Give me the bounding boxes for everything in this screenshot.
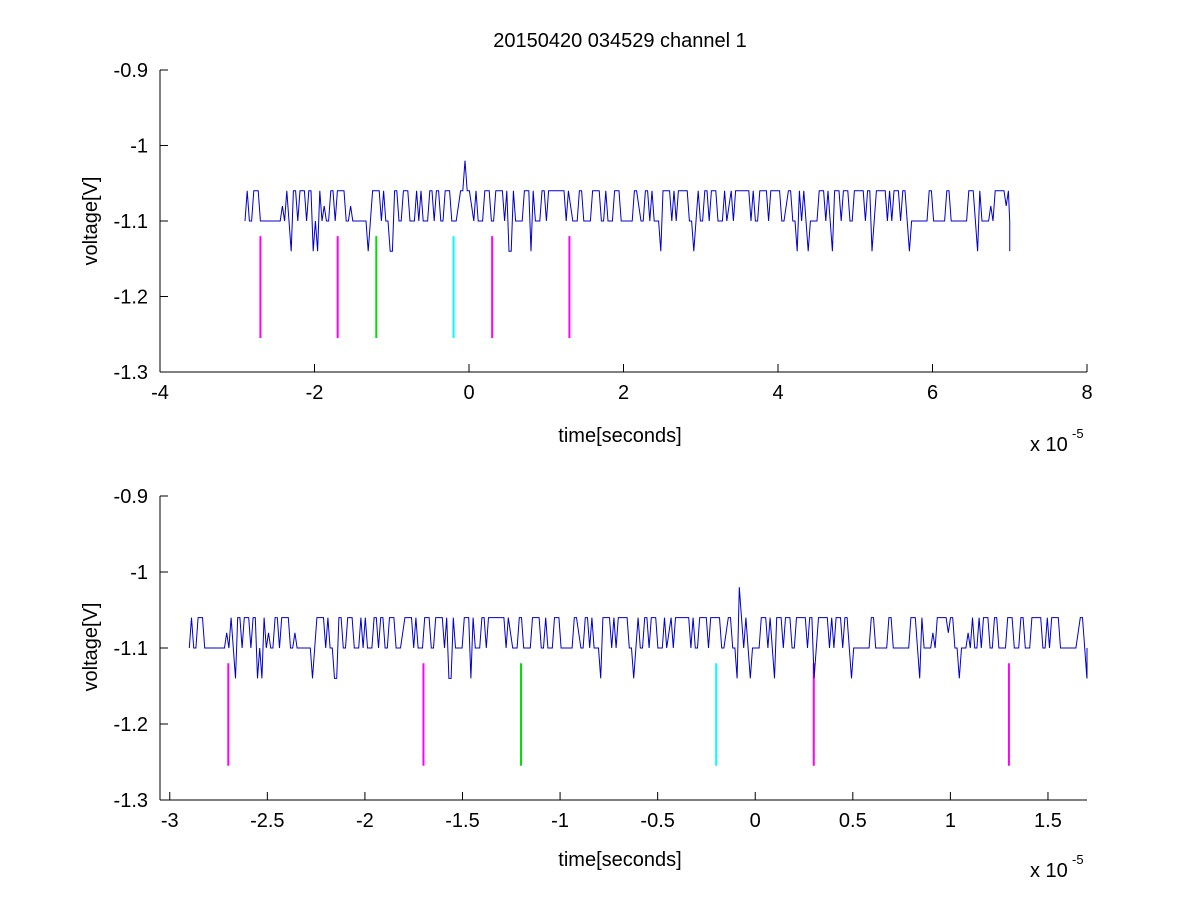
bottom-y-tick-label: -0.9: [114, 486, 148, 508]
bottom-plot: -3 -2.5 -2 -1.5 -1 -0.5 0 0.5 1 1.5 -0.9 -1 -1.1 -1.2…: [80, 486, 1088, 882]
top-plot-axes: -4 -2 0 2 4 6 8 -0.9 -1 -1.1 -1.2 -1.3: [114, 60, 1093, 404]
top-y-tick-label: -1.2: [114, 287, 148, 309]
bottom-x-tick-label: 0.5: [839, 810, 867, 832]
bottom-x-tick-label: -1.5: [445, 810, 479, 832]
bottom-y-tick-label: -1.2: [114, 714, 148, 736]
bottom-y-tick-label: -1.1: [114, 638, 148, 660]
bottom-x-tick-label: -2.5: [250, 810, 284, 832]
bottom-x-tick-label: 0: [750, 810, 761, 832]
top-plot-ylabel: voltage[V]: [80, 177, 102, 266]
bottom-x-tick-label: -3: [161, 810, 179, 832]
bottom-x-tick-label: -2: [356, 810, 374, 832]
top-x-tick-label: 4: [772, 382, 783, 404]
top-plot: -4 -2 0 2 4 6 8 -0.9 -1 -1.1 -1.2 -1.3 time[seconds…: [80, 60, 1093, 456]
bottom-signal-trace: [188, 587, 1088, 679]
top-x-tick-label: 6: [927, 382, 938, 404]
top-plot-markers: [259, 236, 571, 339]
bottom-x-tick-label: -1: [551, 810, 569, 832]
top-x-tick-label: -2: [306, 382, 324, 404]
bottom-y-tick-label: -1: [130, 562, 148, 584]
bottom-x-tick-label: 1.5: [1034, 810, 1062, 832]
top-plot-signal: [244, 160, 1011, 252]
top-plot-xlabel: time[seconds]: [558, 425, 681, 447]
bottom-plot-xlabel: time[seconds]: [558, 849, 681, 871]
top-x-tick-label: -4: [151, 382, 169, 404]
bottom-plot-signal: [188, 587, 1088, 679]
bottom-y-tick-label: -1.3: [114, 790, 148, 812]
bottom-plot-markers: [227, 663, 1010, 766]
top-y-tick-label: -0.9: [114, 60, 148, 82]
bottom-plot-x-multiplier-exp: -5: [1072, 852, 1084, 867]
top-y-tick-label: -1: [130, 136, 148, 158]
bottom-plot-ylabel: voltage[V]: [80, 603, 102, 692]
figure-title: 20150420 034529 channel 1: [493, 30, 747, 52]
bottom-x-tick-label: -0.5: [640, 810, 674, 832]
bottom-x-tick-label: 1: [945, 810, 956, 832]
top-x-tick-label: 2: [618, 382, 629, 404]
top-x-tick-label: 0: [463, 382, 474, 404]
top-plot-x-multiplier-exp: -5: [1072, 426, 1084, 441]
top-x-tick-label: 8: [1081, 382, 1092, 404]
bottom-plot-x-multiplier: x 10: [1030, 860, 1068, 882]
top-y-tick-label: -1.3: [114, 362, 148, 384]
top-y-tick-label: -1.1: [114, 211, 148, 233]
bottom-plot-axes: -3 -2.5 -2 -1.5 -1 -0.5 0 0.5 1 1.5 -0.9 -1 -1.1 -1.2…: [114, 486, 1087, 832]
top-signal-trace: [244, 160, 1011, 252]
top-plot-x-multiplier: x 10: [1030, 434, 1068, 456]
